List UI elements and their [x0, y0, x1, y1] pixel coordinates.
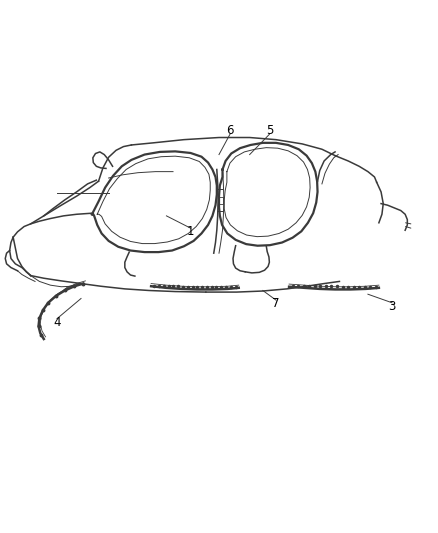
Text: 1: 1 [187, 225, 194, 238]
Text: 3: 3 [389, 300, 396, 313]
Text: 5: 5 [266, 124, 273, 137]
Text: 4: 4 [53, 316, 61, 329]
Bar [218, 197, 223, 204]
Text: 7: 7 [272, 297, 280, 310]
Text: 6: 6 [226, 124, 234, 137]
